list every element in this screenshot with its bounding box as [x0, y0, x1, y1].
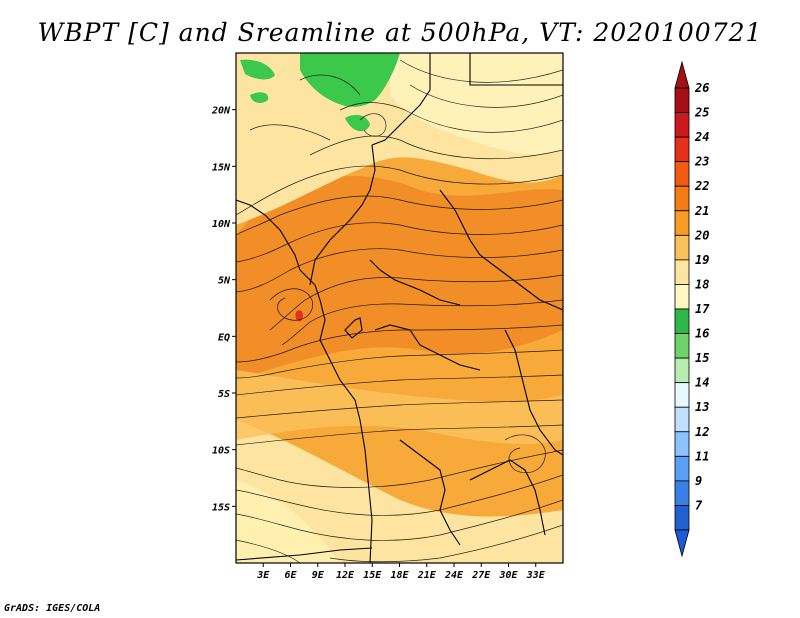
- legend-color-swatch: [674, 406, 690, 433]
- legend-label: 9: [695, 474, 702, 488]
- x-tick-label: 30E: [498, 570, 518, 581]
- legend-label: 19: [695, 253, 709, 267]
- legend-label: 13: [695, 400, 709, 414]
- x-tick-label: 3E: [256, 570, 270, 581]
- legend-color-swatch: [674, 480, 690, 506]
- legend-label: 24: [694, 130, 709, 144]
- cooler-region-northwest-2: [250, 92, 269, 103]
- legend-color-swatch: [674, 161, 690, 187]
- legend-color-swatch: [674, 210, 690, 236]
- temperature-field-mid-light: [236, 370, 563, 445]
- legend-color-swatch: [674, 382, 690, 408]
- legend-label: 20: [694, 228, 709, 242]
- streamlines: [236, 59, 563, 563]
- y-tick-label: 15N: [212, 162, 231, 173]
- y-tick-label: 5S: [218, 389, 230, 400]
- color-legend: 26 25 24 23 22 21 20 19 18 17 16 15 14 13 12 11 9 7: [674, 60, 710, 558]
- legend-label: 26: [694, 81, 709, 95]
- country-borders: [236, 53, 563, 563]
- legend-label: 15: [695, 351, 709, 365]
- temperature-field-southwest-light: [236, 480, 340, 563]
- y-tick-label: EQ: [218, 332, 230, 343]
- x-tick-label: 12E: [336, 570, 355, 581]
- legend-label: 12: [695, 425, 709, 439]
- y-tick-label: 20N: [211, 106, 231, 117]
- legend-top-arrow: [674, 60, 690, 89]
- legend-label: 14: [695, 376, 709, 390]
- legend-color-swatch: [674, 357, 690, 384]
- legend-label: 23: [694, 155, 709, 169]
- x-tick-label: 24E: [444, 570, 464, 581]
- legend-color-swatch: [674, 185, 690, 212]
- y-tick-label: 5N: [218, 276, 231, 287]
- temperature-field-south-pale: [236, 420, 563, 563]
- hot-spot: [295, 310, 303, 322]
- x-tick-label: 33E: [526, 570, 546, 581]
- legend-color-swatch: [674, 136, 690, 163]
- x-tick-label: 9E: [312, 570, 325, 581]
- x-tick-label: 15E: [363, 570, 382, 581]
- legend-color-swatch: [674, 112, 690, 138]
- legend-label: 22: [694, 179, 709, 193]
- map-panel: [235, 52, 564, 564]
- cooler-region-northwest: [240, 59, 275, 80]
- legend-color-swatch: [674, 505, 690, 531]
- legend-color-swatch: [674, 87, 690, 113]
- legend-label: 21: [694, 204, 709, 218]
- legend-color-swatch: [674, 284, 690, 310]
- legend-label: 25: [694, 106, 709, 120]
- y-axis: 20N 15N 10N 5N EQ 5S 10S 15S: [211, 106, 236, 513]
- legend-label: 7: [695, 498, 703, 512]
- legend-color-swatch: [674, 431, 690, 457]
- legend-color-swatch: [674, 259, 690, 285]
- legend-label: 16: [695, 327, 709, 341]
- legend-label: 11: [695, 449, 709, 463]
- y-tick-label: 15S: [212, 502, 230, 513]
- chart-title: WBPT [C] and Sreamline at 500hPa, VT: 20…: [37, 18, 763, 47]
- legend-color-swatch: [674, 308, 690, 334]
- x-tick-label: 18E: [390, 570, 409, 581]
- legend-label: 17: [695, 302, 710, 316]
- legend-bottom-arrow: [674, 529, 690, 558]
- legend-label: 18: [695, 277, 709, 291]
- x-axis: 3E 6E 9E 12E 15E 18E 21E 24E 27E 30E 33E: [256, 563, 546, 581]
- credit-text: GrADS: IGES/COLA: [4, 603, 101, 614]
- legend-color-swatch: [674, 234, 690, 261]
- x-tick-label: 21E: [417, 570, 437, 581]
- y-tick-label: 10S: [212, 446, 230, 457]
- x-tick-label: 27E: [471, 570, 491, 581]
- temperature-field-north-lightest: [390, 53, 563, 155]
- cooler-region-north-2: [345, 114, 370, 132]
- y-tick-label: 10N: [212, 219, 231, 230]
- legend-color-swatch: [674, 333, 690, 359]
- x-tick-label: 6E: [284, 570, 297, 581]
- legend-color-swatch: [674, 455, 690, 482]
- cooler-region-north: [300, 53, 400, 107]
